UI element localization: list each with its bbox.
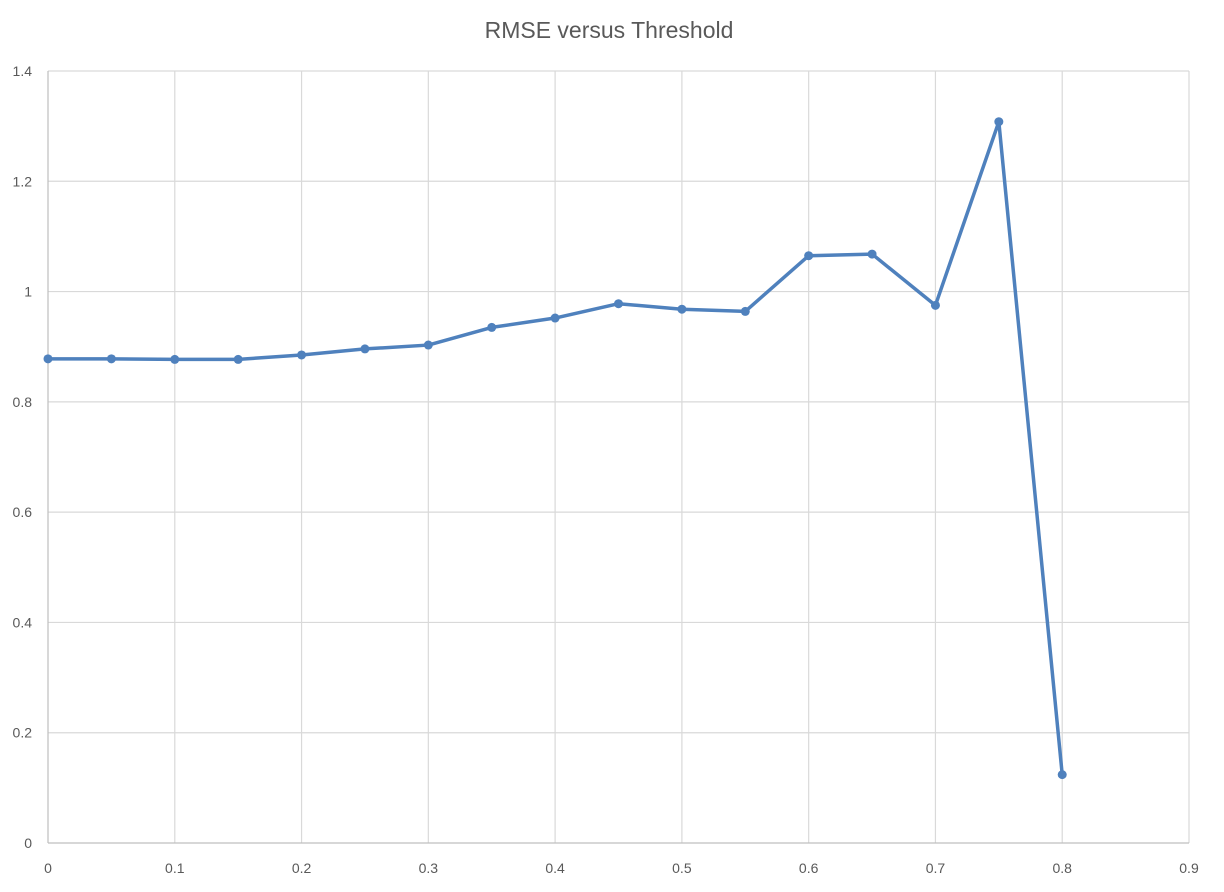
- y-tick-label: 1: [24, 284, 32, 300]
- y-tick-label: 0.6: [13, 504, 33, 520]
- y-tick-label: 1.2: [13, 173, 33, 189]
- y-tick-label: 1.4: [13, 63, 33, 79]
- y-tick-label: 0.8: [13, 394, 33, 410]
- x-tick-label: 0.8: [1052, 860, 1072, 876]
- data-point: [551, 314, 560, 323]
- data-point: [677, 305, 686, 314]
- chart-title: RMSE versus Threshold: [485, 17, 734, 43]
- data-point: [741, 307, 750, 316]
- data-point: [297, 350, 306, 359]
- data-point: [234, 355, 243, 364]
- y-tick-label: 0: [24, 835, 32, 851]
- x-tick-label: 0: [44, 860, 52, 876]
- data-point: [360, 344, 369, 353]
- x-tick-label: 0.4: [545, 860, 565, 876]
- data-point: [487, 323, 496, 332]
- data-point: [44, 354, 53, 363]
- data-point: [424, 341, 433, 350]
- x-tick-label: 0.5: [672, 860, 692, 876]
- data-point: [868, 250, 877, 259]
- x-tick-label: 0.2: [292, 860, 312, 876]
- data-point: [1058, 770, 1067, 779]
- y-tick-label: 0.2: [13, 725, 33, 741]
- data-point: [170, 355, 179, 364]
- x-tick-label: 0.9: [1179, 860, 1199, 876]
- data-point: [614, 299, 623, 308]
- data-point: [107, 354, 116, 363]
- data-point: [931, 301, 940, 310]
- x-tick-label: 0.1: [165, 860, 185, 876]
- x-tick-label: 0.3: [419, 860, 439, 876]
- data-point: [994, 117, 1003, 126]
- x-tick-label: 0.7: [926, 860, 946, 876]
- data-point: [804, 251, 813, 260]
- x-tick-label: 0.6: [799, 860, 819, 876]
- grid: [48, 71, 1189, 843]
- axes: 0 0.2 0.4 0.6 0.8 1 1.2 1.4 0 0.1 0.2 0.3 0.4 0.5 0.6 0…: [13, 63, 1199, 876]
- y-tick-label: 0.4: [13, 614, 33, 630]
